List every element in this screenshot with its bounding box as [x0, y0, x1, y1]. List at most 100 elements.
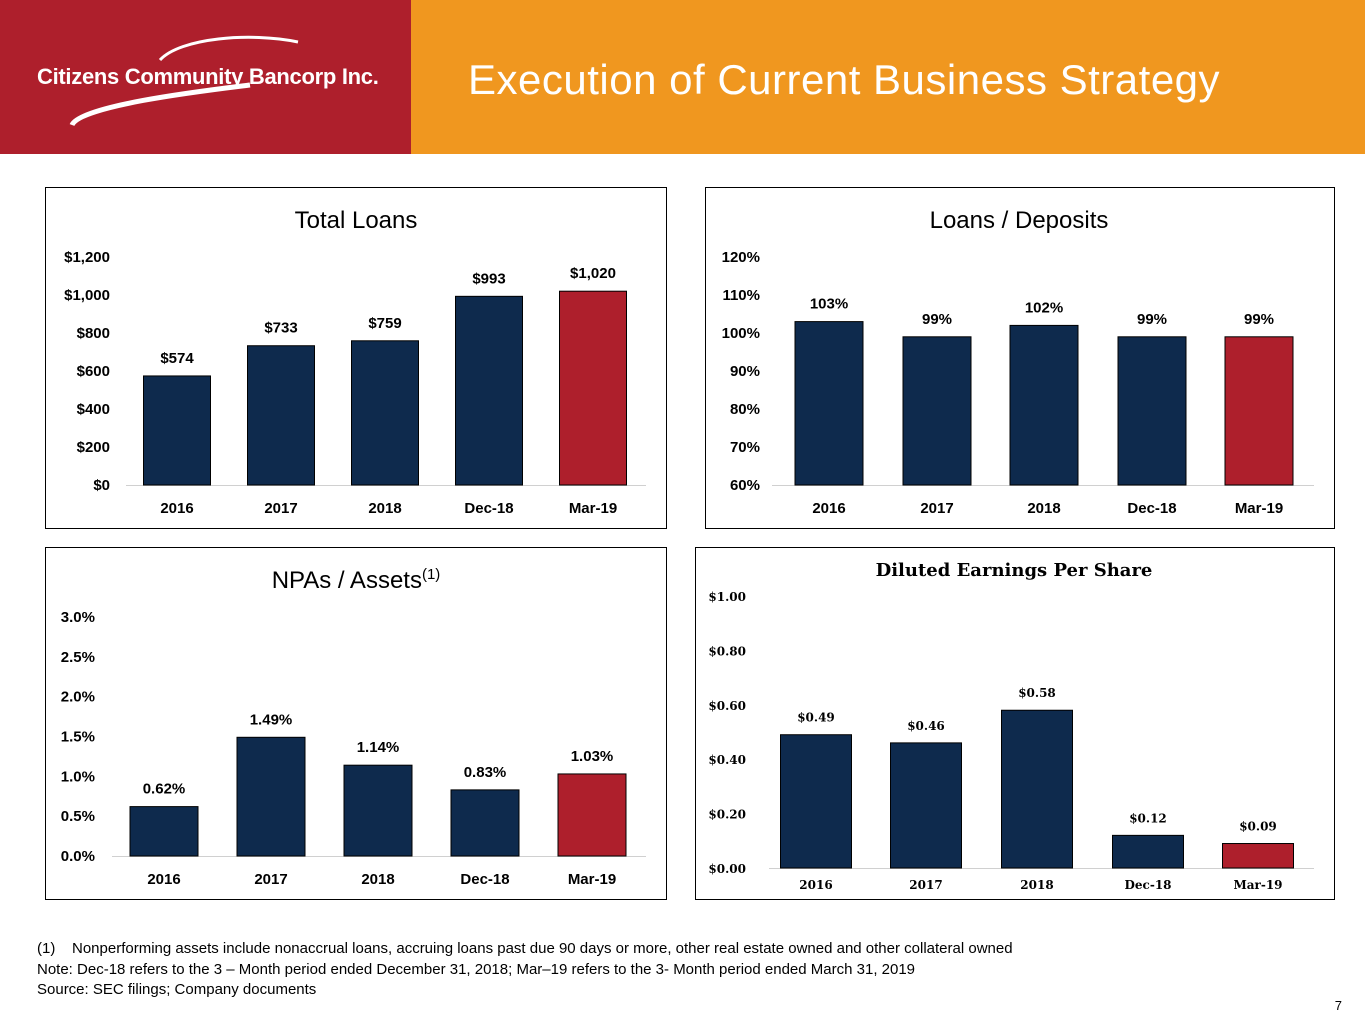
ltd-y-tick-label: 70%: [730, 439, 760, 456]
ltd-bar: [1009, 324, 1079, 486]
npa-data-label: 1.03%: [571, 748, 614, 765]
ltd-y-tick-label: 110%: [722, 287, 760, 304]
header-brand-band: Citizens Community Bancorp Inc.: [0, 0, 411, 154]
eps-bar: [890, 742, 962, 869]
ltd-x-tick-label: 2018: [1027, 500, 1060, 517]
ltd-data-label: 99%: [922, 311, 952, 328]
eps-data-label: $0.49: [797, 711, 835, 725]
logo-swoosh-icon: [69, 35, 299, 127]
eps-y-tick-label: $0.20: [708, 808, 746, 822]
loans-x-tick-label: Mar-19: [569, 500, 617, 517]
eps-data-label: $0.09: [1239, 820, 1277, 834]
npa-data-label: 1.49%: [250, 711, 293, 728]
loans-data-label: $733: [264, 320, 297, 337]
loans-bar: [143, 375, 211, 486]
company-logo: Citizens Community Bancorp Inc.: [37, 64, 379, 89]
loans-deposits-chart: Loans / Deposits 60% 70% 80% 90% 100% 110% 120%…: [722, 207, 1314, 517]
eps-y-tick-label: $0.60: [708, 699, 746, 713]
loans-bar: [559, 290, 627, 486]
ltd-x-tick-label: 2016: [812, 500, 845, 517]
loans-bar: [247, 345, 315, 486]
npa-y-tick-label: 3.0%: [61, 609, 95, 626]
ltd-bar: [1224, 336, 1294, 486]
loans-data-label: $759: [368, 315, 401, 332]
eps-data-label: $0.12: [1129, 811, 1167, 825]
page-number: 7: [1334, 998, 1342, 1013]
npa-x-tick-label: 2017: [254, 871, 287, 888]
loans-y-tick-label: $600: [77, 363, 110, 380]
eps-bar: [1112, 834, 1184, 869]
loans-y-tick-label: $200: [77, 439, 110, 456]
npa-bar: [129, 806, 199, 857]
footnotes: (1) Nonperforming assets include nonaccr…: [37, 939, 1013, 1001]
ltd-data-label: 99%: [1137, 311, 1167, 328]
eps-bar: [1222, 843, 1294, 869]
npa-assets-panel: NPAs / Assets(1) 0.0% 0.5% 1.0% 1.5% 2.0% 2.5%…: [45, 547, 667, 900]
loans-data-label: $993: [472, 270, 505, 287]
eps-x-tick-label: 2018: [1020, 878, 1053, 892]
ltd-data-label: 103%: [810, 296, 848, 313]
eps-y-tick-label: $0.00: [708, 862, 746, 876]
eps-x-tick-label: Mar-19: [1233, 878, 1282, 892]
ltd-y-tick-label: 60%: [730, 477, 760, 494]
total-loans-panel: Total Loans $0 $200 $400 $600 $800 $1,000 $1,20…: [45, 187, 667, 529]
page-title: Execution of Current Business Strategy: [468, 56, 1221, 103]
eps-x-tick-label: 2017: [909, 878, 942, 892]
npa-data-label: 0.83%: [464, 764, 507, 781]
loans-chart-title: Total Loans: [295, 207, 418, 234]
loans-y-tick-label: $1,000: [64, 287, 110, 304]
npa-y-tick-label: 0.5%: [61, 808, 95, 825]
loans-bar: [455, 295, 523, 486]
loans-x-tick-label: 2018: [368, 500, 401, 517]
npa-y-tick-label: 1.5%: [61, 729, 95, 746]
footnote-source: Source: SEC filings; Company documents: [37, 981, 317, 998]
npa-assets-chart: NPAs / Assets(1) 0.0% 0.5% 1.0% 1.5% 2.0% 2.5%…: [61, 566, 646, 888]
ltd-data-label: 102%: [1025, 299, 1063, 316]
npa-bar: [450, 789, 520, 857]
header-title-band: [411, 0, 1365, 154]
eps-chart-title: Diluted Earnings Per Share: [876, 560, 1153, 581]
ltd-x-tick-label: Mar-19: [1235, 500, 1283, 517]
loans-data-label: $1,020: [570, 265, 616, 282]
loans-y-tick-label: $0: [93, 477, 110, 494]
eps-x-tick-label: 2016: [799, 878, 832, 892]
loans-bar: [351, 340, 419, 486]
loans-y-tick-label: $1,200: [64, 249, 110, 266]
npa-bar: [343, 764, 413, 857]
npa-x-tick-label: 2018: [361, 871, 394, 888]
eps-data-label: $0.58: [1018, 686, 1056, 700]
ltd-bar: [902, 336, 972, 486]
ltd-y-tick-label: 90%: [730, 363, 760, 380]
eps-y-tick-label: $0.40: [708, 753, 746, 767]
npa-y-tick-label: 2.5%: [61, 649, 95, 666]
eps-chart: Diluted Earnings Per Share $0.00 $0.20 $0.4…: [708, 560, 1314, 892]
ltd-chart-title: Loans / Deposits: [930, 207, 1109, 234]
eps-panel: Diluted Earnings Per Share $0.00 $0.20 $0.4…: [695, 547, 1335, 900]
ltd-y-tick-label: 80%: [730, 401, 760, 418]
loans-x-tick-label: Dec-18: [464, 500, 513, 517]
npa-title-superscript: (1): [422, 566, 440, 583]
loans-x-tick-label: 2017: [264, 500, 297, 517]
ltd-x-tick-label: Dec-18: [1127, 500, 1176, 517]
npa-bar: [557, 773, 627, 857]
eps-bar: [1001, 709, 1073, 869]
eps-bar: [780, 734, 852, 869]
loans-y-tick-label: $800: [77, 325, 110, 342]
ltd-y-tick-label: 100%: [722, 325, 760, 342]
npa-data-label: 0.62%: [143, 781, 186, 798]
eps-x-tick-label: Dec-18: [1124, 878, 1171, 892]
npa-x-tick-label: Dec-18: [460, 871, 509, 888]
npa-data-label: 1.14%: [357, 739, 400, 756]
npa-chart-title: NPAs / Assets(1): [272, 566, 441, 594]
footnote-note: Note: Dec-18 refers to the 3 – Month per…: [37, 960, 916, 978]
npa-y-tick-label: 1.0%: [61, 768, 95, 785]
loans-deposits-panel: Loans / Deposits 60% 70% 80% 90% 100% 110% 120%…: [705, 187, 1335, 529]
npa-y-tick-label: 2.0%: [61, 689, 95, 706]
loans-y-tick-label: $400: [77, 401, 110, 418]
ltd-bar: [1117, 336, 1187, 486]
loans-x-tick-label: 2016: [160, 500, 193, 517]
npa-x-tick-label: 2016: [147, 871, 180, 888]
eps-y-tick-label: $0.80: [708, 644, 746, 658]
eps-y-tick-label: $1.00: [708, 590, 746, 604]
npa-bar: [236, 736, 306, 857]
